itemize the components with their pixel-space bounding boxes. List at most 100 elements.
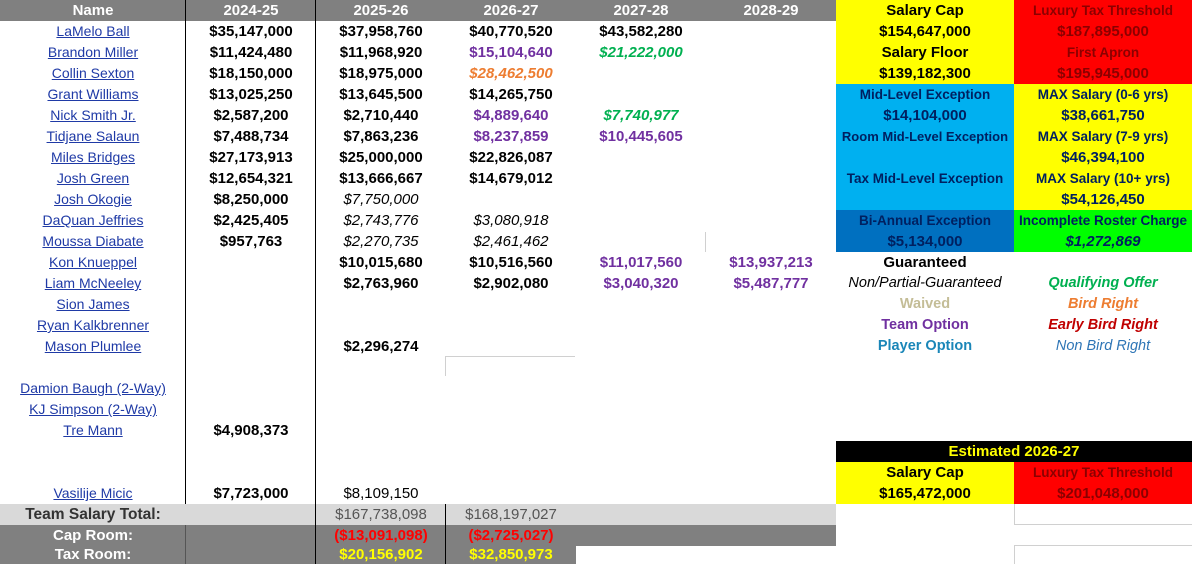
salary-cell[interactable]: [316, 399, 446, 420]
salary-cell[interactable]: [186, 336, 316, 357]
room-mle-value[interactable]: [836, 147, 1014, 168]
salary-cell[interactable]: [576, 357, 706, 378]
salary-cell[interactable]: $43,582,280: [599, 23, 683, 40]
salary-cell[interactable]: [446, 420, 576, 441]
tax-room-2025-26[interactable]: $20,156,902: [339, 546, 423, 563]
bi-annual-value[interactable]: $5,134,000: [887, 233, 963, 250]
player-name[interactable]: Brandon Miller: [47, 44, 139, 60]
salary-cell[interactable]: $13,645,500: [339, 86, 423, 103]
salary-cell[interactable]: [446, 378, 576, 399]
salary-cell[interactable]: $13,025,250: [209, 86, 293, 103]
salary-cell[interactable]: [186, 462, 316, 483]
salary-cell[interactable]: [706, 105, 836, 126]
tax-room-2026-27[interactable]: $32,850,973: [469, 546, 553, 563]
player-name[interactable]: Ryan Kalkbrenner: [36, 317, 150, 333]
player-name[interactable]: Kon Knueppel: [49, 254, 137, 270]
salary-cell[interactable]: $10,445,605: [599, 128, 683, 145]
salary-cell[interactable]: [576, 420, 706, 441]
player-name[interactable]: Mason Plumlee: [44, 338, 142, 354]
salary-cell[interactable]: [576, 336, 706, 357]
salary-cell[interactable]: [316, 357, 446, 378]
salary-cell[interactable]: $7,750,000: [343, 191, 419, 208]
salary-cell[interactable]: [706, 231, 836, 252]
salary-cell[interactable]: [576, 231, 706, 252]
salary-cell[interactable]: $2,270,735: [343, 233, 419, 250]
salary-cell[interactable]: [186, 441, 316, 462]
salary-cell[interactable]: $2,425,405: [213, 212, 289, 229]
player-name[interactable]: LaMelo Ball: [56, 23, 130, 39]
salary-cell[interactable]: [706, 168, 836, 189]
salary-cell[interactable]: [186, 378, 316, 399]
salary-cell[interactable]: $2,587,200: [213, 107, 289, 124]
salary-cell[interactable]: [576, 189, 706, 210]
salary-cell[interactable]: [316, 315, 446, 336]
cap-room-2026-27[interactable]: ($2,725,027): [468, 527, 554, 544]
salary-cell[interactable]: $3,080,918: [473, 212, 549, 229]
salary-cell[interactable]: $14,679,012: [469, 170, 553, 187]
salary-cell[interactable]: $8,250,000: [213, 191, 289, 208]
salary-cell[interactable]: [446, 189, 576, 210]
salary-cell[interactable]: [576, 84, 706, 105]
player-name[interactable]: DaQuan Jeffries: [42, 212, 144, 228]
salary-cell[interactable]: [576, 147, 706, 168]
header-2024-25[interactable]: 2024-25: [186, 0, 316, 21]
salary-cell[interactable]: $3,040,320: [603, 275, 679, 292]
team-salary-2025-26[interactable]: $167,738,098: [335, 506, 427, 523]
salary-cell[interactable]: [576, 210, 706, 231]
salary-cell[interactable]: [706, 336, 836, 357]
header-2026-27[interactable]: 2026-27: [446, 0, 576, 21]
salary-cell[interactable]: [316, 378, 446, 399]
salary-cell[interactable]: $7,488,734: [213, 128, 289, 145]
salary-cell[interactable]: [706, 21, 836, 42]
luxury-tax-value[interactable]: $187,895,000: [1057, 23, 1149, 40]
salary-cell[interactable]: $11,424,480: [209, 44, 293, 61]
player-name[interactable]: Sion James: [56, 296, 130, 312]
player-name[interactable]: Tre Mann: [63, 422, 123, 438]
salary-cell[interactable]: [446, 399, 576, 420]
header-2028-29[interactable]: 2028-29: [706, 0, 836, 21]
player-name[interactable]: Josh Okogie: [54, 191, 132, 207]
salary-cell[interactable]: $7,723,000: [213, 485, 289, 502]
salary-cell[interactable]: [706, 483, 836, 504]
header-2027-28[interactable]: 2027-28: [576, 0, 706, 21]
player-name[interactable]: KJ Simpson (2-Way): [29, 401, 157, 417]
player-name[interactable]: Nick Smith Jr.: [50, 107, 136, 123]
salary-cell[interactable]: [446, 483, 576, 504]
salary-cell[interactable]: $8,237,859: [473, 128, 549, 145]
player-name[interactable]: Grant Williams: [47, 86, 139, 102]
cap-room-2025-26[interactable]: ($13,091,098): [334, 527, 428, 544]
salary-cell[interactable]: $13,666,667: [339, 170, 423, 187]
salary-cell[interactable]: [706, 294, 836, 315]
player-name[interactable]: Damion Baugh (2-Way): [20, 380, 166, 396]
player-name[interactable]: Moussa Diabate: [42, 233, 144, 249]
salary-cell[interactable]: $12,654,321: [209, 170, 293, 187]
salary-cell[interactable]: [316, 294, 446, 315]
salary-cell[interactable]: [706, 315, 836, 336]
salary-cell[interactable]: $10,516,560: [469, 254, 553, 271]
salary-cell[interactable]: $28,462,500: [469, 65, 553, 82]
salary-cell[interactable]: [706, 399, 836, 420]
salary-cell[interactable]: [446, 294, 576, 315]
salary-cell[interactable]: [446, 336, 576, 357]
tax-mle-value[interactable]: [836, 189, 1014, 210]
salary-cell[interactable]: [706, 441, 836, 462]
salary-cell[interactable]: $4,908,373: [213, 422, 289, 439]
salary-cell[interactable]: [576, 168, 706, 189]
first-apron-value[interactable]: $195,945,000: [1057, 65, 1149, 82]
salary-cell[interactable]: [706, 189, 836, 210]
salary-cell[interactable]: $11,017,560: [599, 254, 683, 271]
player-name[interactable]: Tidjane Salaun: [46, 128, 140, 144]
salary-cell[interactable]: [576, 63, 706, 84]
salary-cell[interactable]: [706, 147, 836, 168]
salary-cell[interactable]: [706, 420, 836, 441]
salary-cell[interactable]: [706, 42, 836, 63]
player-name[interactable]: Miles Bridges: [50, 149, 136, 165]
salary-cell[interactable]: $14,265,750: [469, 86, 553, 103]
salary-cell[interactable]: [576, 294, 706, 315]
salary-cell[interactable]: [706, 462, 836, 483]
salary-cell[interactable]: [316, 462, 446, 483]
salary-cell[interactable]: $25,000,000: [339, 149, 423, 166]
salary-floor-value[interactable]: $139,182,300: [879, 65, 971, 82]
salary-cell[interactable]: $7,863,236: [343, 128, 419, 145]
salary-cell[interactable]: [706, 357, 836, 378]
